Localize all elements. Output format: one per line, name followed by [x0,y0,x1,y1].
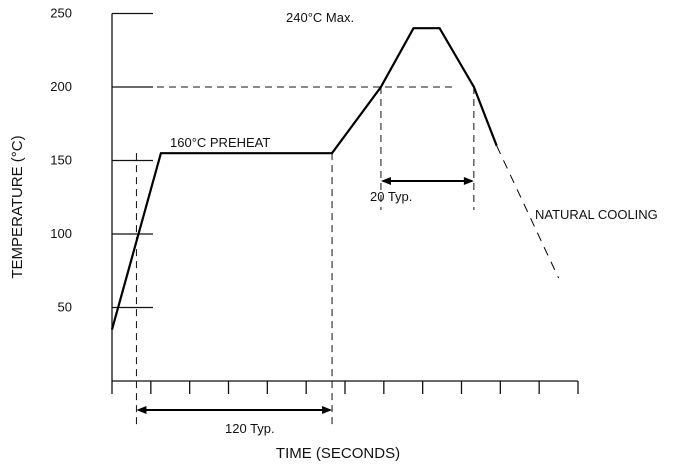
y-tick-label: 50 [58,300,72,315]
y-tick-labels: 50 100 150 200 250 [50,6,72,315]
y-tick-label: 100 [50,226,72,241]
natural-cooling-label: NATURAL COOLING [535,207,658,222]
preheat-duration-label: 120 Typ. [225,421,275,436]
preheat-duration-arrow-head-right [322,406,332,414]
preheat-duration-arrow-head-left [136,406,146,414]
max-temp-label: 240°C Max. [286,10,354,25]
peak-duration-arrow-head-left [381,177,391,185]
x-axis-title: TIME (SECONDS) [276,445,400,462]
peak-duration-label: 20 Typ. [370,189,412,204]
series-lines [112,28,559,329]
axes [112,14,578,395]
peak-duration-arrow-head-right [464,177,474,185]
duration-arrows [136,177,473,414]
y-axis-title: TEMPERATURE (°C) [9,135,26,278]
temperature-profile-line [112,28,497,329]
y-tick-label: 250 [50,6,72,21]
y-tick-label: 200 [50,79,72,94]
preheat-label: 160°C PREHEAT [170,135,270,150]
y-tick-label: 150 [50,153,72,168]
